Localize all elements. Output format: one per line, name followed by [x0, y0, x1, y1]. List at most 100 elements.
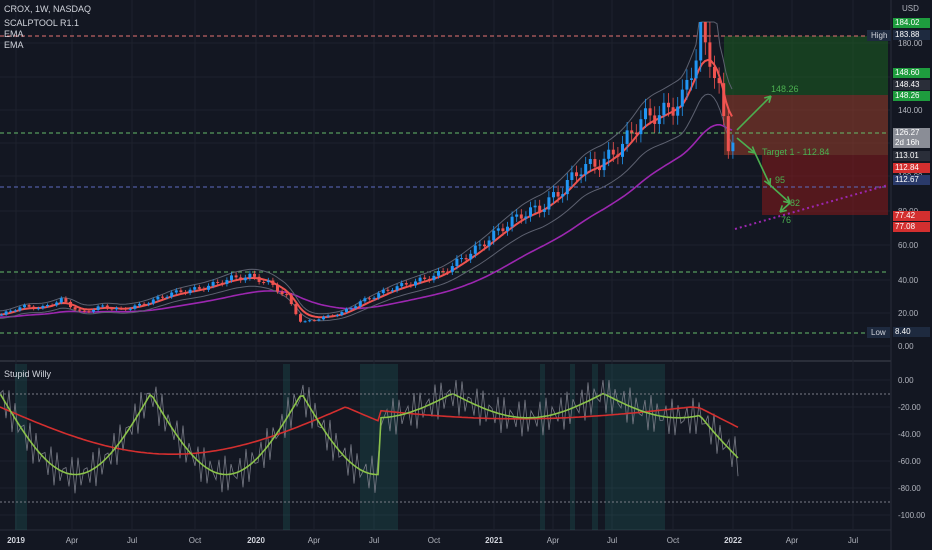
time-label: Jul [126, 536, 138, 545]
time-label: 2020 [247, 536, 265, 545]
osc-tick: -100.00 [898, 511, 926, 520]
candle-body [142, 303, 146, 305]
candle-body [299, 314, 302, 322]
candle-body [579, 174, 583, 177]
candle-body [616, 154, 620, 157]
candle-body [69, 301, 72, 308]
candle-body [110, 308, 114, 310]
currency-label[interactable]: USD [902, 4, 919, 13]
candle-body [653, 115, 657, 124]
candle-body [694, 60, 698, 79]
candle-body [492, 230, 496, 241]
candle-body [556, 192, 560, 197]
candle-body [317, 319, 321, 321]
oscillator-title[interactable]: Stupid Willy [4, 369, 52, 379]
projection-arrowhead [783, 196, 791, 204]
projection-arrows [736, 95, 791, 213]
candle-body [588, 159, 592, 165]
candle-body [354, 306, 358, 309]
candle-body [59, 298, 63, 303]
indicator-label-ema-1[interactable]: EMA [4, 29, 24, 39]
candle-body [501, 228, 505, 232]
candle-body [593, 159, 597, 167]
candle-body [726, 116, 730, 152]
candle-body [460, 258, 463, 260]
candle-body [671, 107, 675, 116]
candle-body [713, 66, 716, 79]
osc-signal [0, 406, 739, 455]
oscillator-plot [0, 364, 891, 530]
candle-body [533, 205, 537, 208]
candle-body [598, 166, 601, 171]
candle-body [340, 311, 344, 316]
price-tick: 0.00 [898, 342, 914, 351]
candle-body [87, 311, 91, 313]
candle-body [427, 278, 431, 281]
osc-tick: -20.00 [898, 403, 921, 412]
target-1-label: Target 1 - 112.84 [762, 147, 830, 157]
candle-body [455, 258, 459, 267]
candle-body [335, 315, 339, 317]
candle-body [639, 119, 643, 135]
candle-body [13, 310, 17, 312]
osc-main [0, 392, 739, 476]
candle-body [193, 287, 197, 290]
candle-body [358, 301, 362, 307]
candle-body [243, 277, 247, 281]
ema-band-upper [0, 21, 733, 315]
candle-body [151, 299, 155, 304]
candle-body [437, 271, 440, 276]
candle-body [165, 296, 169, 298]
candle-body [450, 266, 454, 272]
candle-body [82, 310, 86, 312]
price-badge: 77.42 [893, 211, 930, 221]
osc-zone [15, 364, 27, 530]
candle-body [147, 303, 151, 305]
candle-body [331, 315, 335, 317]
candle-body [519, 214, 523, 219]
candle-body [41, 306, 45, 309]
time-label: Oct [188, 536, 202, 545]
low-label: Low [867, 327, 890, 338]
symbol-title[interactable]: CROX, 1W, NASDAQ [4, 4, 92, 14]
candle-body [230, 275, 233, 281]
candle-body [510, 216, 514, 227]
price-badge: 126.27 [893, 128, 930, 138]
projection-arrowhead [779, 205, 787, 213]
time-label: Apr [65, 536, 79, 545]
time-label: Jul [847, 536, 859, 545]
candle-body [101, 305, 105, 307]
candle-body [404, 283, 408, 285]
candle-body [119, 307, 123, 309]
time-label: 2021 [485, 536, 503, 545]
price-badge: 77.08 [893, 222, 930, 232]
candle-body [644, 108, 647, 120]
indicator-label-ema-2[interactable]: EMA [4, 40, 24, 50]
candle-body [400, 283, 404, 287]
ema-fast-band [0, 21, 733, 322]
price-tick: 180.00 [898, 39, 923, 48]
projection-arrowhead [764, 95, 772, 103]
candle-body [377, 293, 381, 298]
candle-body [565, 179, 569, 195]
candle-body [36, 308, 40, 310]
candle-body [239, 277, 243, 281]
candle-body [515, 214, 519, 217]
candle-body [216, 281, 220, 283]
candle-body [207, 285, 210, 290]
candle-body [506, 226, 509, 232]
candlesticks [0, 22, 735, 323]
indicator-label-scalptool[interactable]: SCALPTOOL R1.1 [4, 18, 80, 28]
price-badge: 148.43 [893, 80, 930, 90]
osc-tick: 0.00 [898, 376, 914, 385]
price-tick: 60.00 [898, 241, 919, 250]
price-tick: 20.00 [898, 309, 919, 318]
candle-body [699, 22, 703, 61]
candle-body [179, 290, 183, 293]
candle-body [115, 307, 118, 310]
candle-body [197, 287, 201, 289]
time-label: Jul [606, 536, 618, 545]
candle-body [621, 143, 624, 157]
